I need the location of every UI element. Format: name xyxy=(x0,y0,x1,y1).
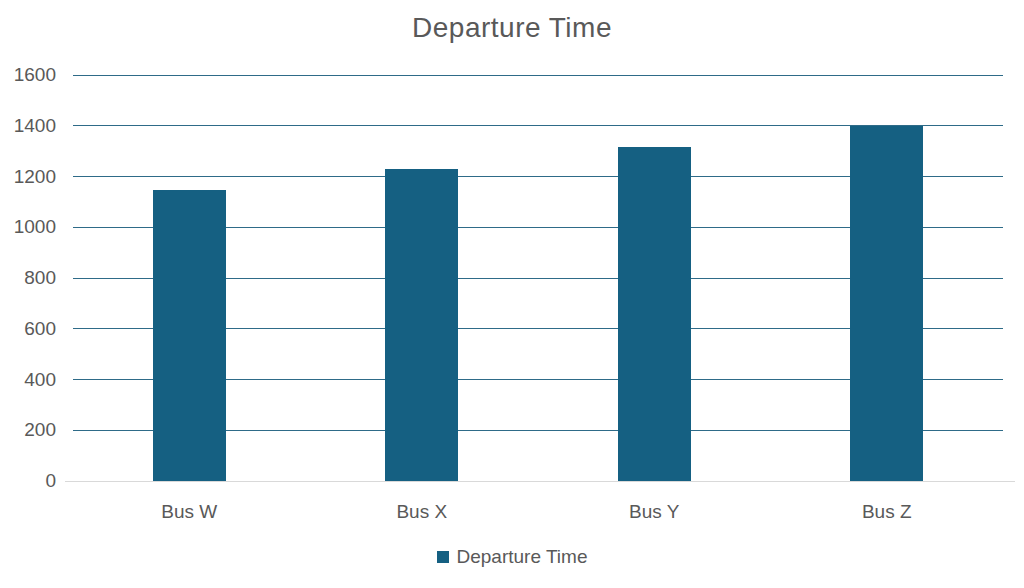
x-axis-labels: Bus WBus XBus YBus Z xyxy=(73,499,1003,525)
y-tick-label: 0 xyxy=(0,470,56,492)
bar-chart: Departure Time 0 200 400 600 800 1000 1200 1400… xyxy=(0,0,1024,588)
legend: Departure Time xyxy=(0,545,1024,569)
y-tick-label: 600 xyxy=(0,318,56,340)
bar-bus-y xyxy=(618,147,691,481)
y-tick-label: 1600 xyxy=(0,64,56,86)
legend-swatch-icon xyxy=(437,551,449,563)
x-tick-label: Bus W xyxy=(73,499,306,525)
y-tick-label: 1200 xyxy=(0,166,56,188)
bar-bus-w xyxy=(153,190,226,481)
y-tick-label: 1400 xyxy=(0,115,56,137)
y-tick-label: 400 xyxy=(0,369,56,391)
gridline xyxy=(73,75,1003,76)
bar-bus-z xyxy=(850,126,923,481)
x-tick-label: Bus Y xyxy=(538,499,771,525)
y-tick-label: 200 xyxy=(0,419,56,441)
chart-title: Departure Time xyxy=(0,12,1024,44)
y-tick-label: 1000 xyxy=(0,216,56,238)
y-axis-labels: 02004006008001000120014001600 xyxy=(0,75,56,481)
y-tick-label: 800 xyxy=(0,267,56,289)
legend-label: Departure Time xyxy=(457,545,588,569)
plot-area xyxy=(73,75,1003,481)
bar-bus-x xyxy=(385,169,458,481)
x-tick-label: Bus X xyxy=(306,499,539,525)
x-tick-label: Bus Z xyxy=(771,499,1004,525)
